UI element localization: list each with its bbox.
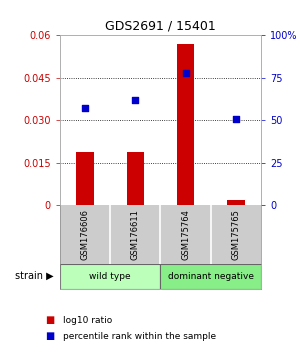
Text: ■: ■	[45, 331, 54, 341]
Point	[133, 97, 138, 103]
Text: ■: ■	[45, 315, 54, 325]
Text: dominant negative: dominant negative	[168, 272, 254, 281]
Text: wild type: wild type	[89, 272, 131, 281]
Bar	[227, 200, 245, 205]
Point	[233, 116, 238, 121]
Text: GSM176606: GSM176606	[81, 209, 90, 260]
Bar	[160, 264, 261, 289]
Text: percentile rank within the sample: percentile rank within the sample	[63, 332, 216, 341]
Text: log10 ratio: log10 ratio	[63, 316, 112, 325]
Bar	[60, 264, 160, 289]
Text: GSM176611: GSM176611	[131, 209, 140, 260]
Title: GDS2691 / 15401: GDS2691 / 15401	[105, 20, 216, 33]
Text: GSM175765: GSM175765	[231, 209, 240, 260]
Point	[83, 105, 88, 111]
Bar	[127, 152, 144, 205]
Text: strain ▶: strain ▶	[15, 271, 54, 281]
Bar	[177, 44, 194, 205]
Point	[183, 70, 188, 76]
Bar	[76, 152, 94, 205]
Text: GSM175764: GSM175764	[181, 209, 190, 260]
